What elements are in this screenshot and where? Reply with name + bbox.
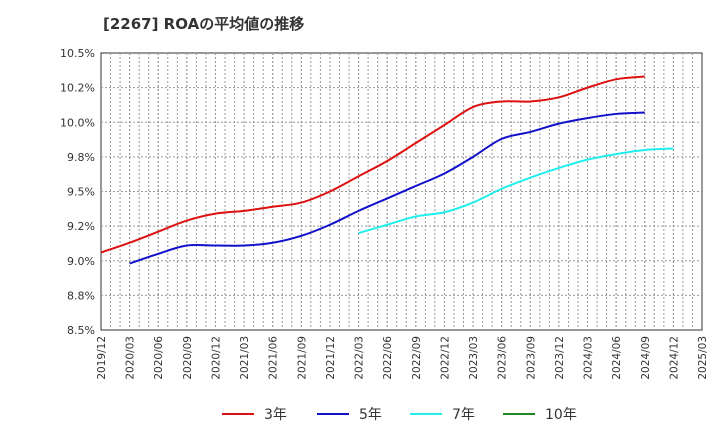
x-tick-label: 2023/09 <box>525 336 537 380</box>
series-line-0 <box>100 75 645 254</box>
x-tick-label: 2021/03 <box>239 336 251 380</box>
x-tick-label: 2024/12 <box>668 336 680 380</box>
y-tick-label: 9.8% <box>67 151 95 164</box>
legend-label-2: 7年 <box>452 407 475 423</box>
x-tick-label: 2022/03 <box>354 336 366 380</box>
x-tick-label: 2024/06 <box>611 336 623 380</box>
x-tick-label: 2023/12 <box>554 336 566 380</box>
y-tick-label: 10.0% <box>60 116 95 129</box>
x-tick-label: 2020/09 <box>182 336 194 380</box>
y-tick-label: 9.5% <box>67 186 95 199</box>
legend: 3年 5年 7年 10年 <box>222 407 577 423</box>
x-tick-label: 2021/06 <box>268 336 280 380</box>
y-tick-label: 8.5% <box>67 324 95 337</box>
y-tick-label: 9.2% <box>67 220 95 233</box>
series-line-2 <box>358 147 674 235</box>
x-tick-label: 2022/09 <box>411 336 423 380</box>
x-tick-label: 2020/06 <box>153 336 165 380</box>
x-tick-label: 2024/09 <box>640 336 652 380</box>
y-tick-label: 9.0% <box>67 255 95 268</box>
x-tick-label: 2023/06 <box>497 336 509 380</box>
legend-label-1: 5年 <box>359 407 382 423</box>
x-tick-label: 2024/03 <box>583 336 595 380</box>
x-tick-label: 2022/12 <box>439 336 451 380</box>
x-tick-label: 2020/12 <box>210 336 222 380</box>
x-tick-label: 2020/03 <box>125 336 137 380</box>
x-tick-label: 2023/03 <box>468 336 480 380</box>
legend-label-0: 3年 <box>264 407 287 423</box>
x-tick-label: 2019/12 <box>96 336 108 380</box>
series-line-1 <box>129 111 645 265</box>
y-tick-label: 10.2% <box>60 82 95 95</box>
x-tick-label: 2022/06 <box>382 336 394 380</box>
x-axis-ticks: 2019/12 2020/03 2020/06 2020/09 2020/12 2021/… <box>96 336 709 380</box>
grid-lines <box>101 53 702 330</box>
y-axis-ticks: 8.5% 8.8% 9.0% 9.2% 9.5% 9.8% 10.0% 10.2% 10.5% <box>60 47 95 337</box>
x-tick-label: 2021/12 <box>325 336 337 380</box>
series-lines <box>100 75 674 265</box>
chart-title: [2267] ROAの平均値の推移 <box>103 15 305 33</box>
x-tick-label: 2025/03 <box>697 336 709 380</box>
legend-label-3: 10年 <box>545 407 577 423</box>
y-tick-label: 10.5% <box>60 47 95 60</box>
y-tick-label: 8.8% <box>67 289 95 302</box>
x-tick-label: 2021/09 <box>296 336 308 380</box>
